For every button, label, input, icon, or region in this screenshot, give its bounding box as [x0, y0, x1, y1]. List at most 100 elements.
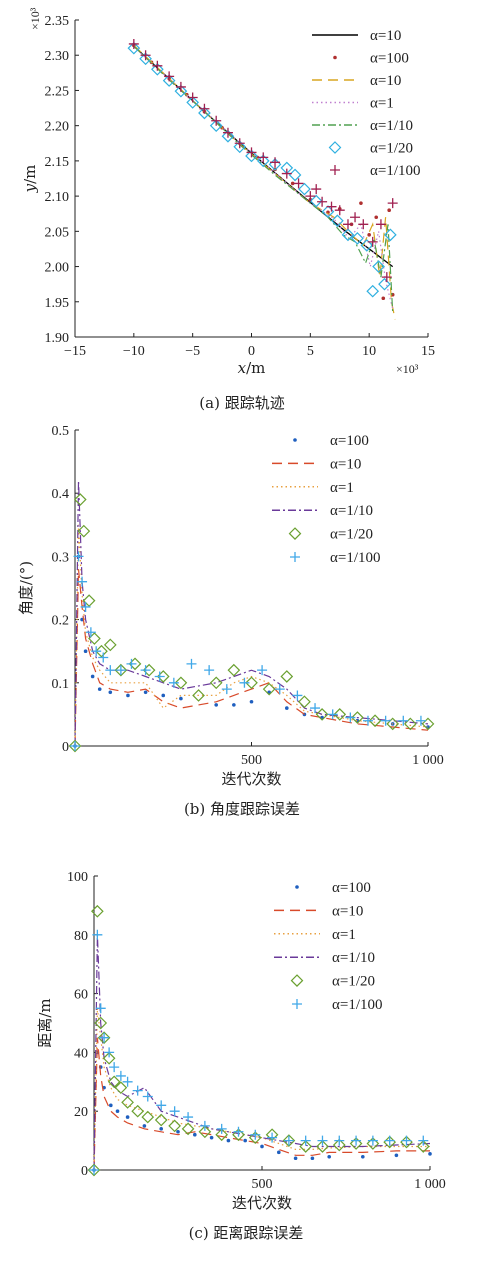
- y-tick-label: 0: [62, 740, 69, 755]
- y-axis-label: 距离/m: [36, 998, 54, 1047]
- legend-label: α=1/20: [330, 527, 373, 543]
- data-point: [126, 658, 137, 669]
- legend-label: α=1/20: [332, 974, 375, 990]
- data-point: [260, 1144, 264, 1149]
- data-point: [277, 1150, 281, 1155]
- y-tick-label: 0.1: [52, 677, 70, 692]
- data-point: [372, 260, 385, 273]
- series-line: [93, 934, 431, 1171]
- data-point: [381, 272, 392, 283]
- data-point: [70, 741, 80, 751]
- data-point: [367, 233, 371, 237]
- data-point: [97, 687, 102, 691]
- y-tick-label: 0.2: [52, 614, 70, 629]
- legend-label: α=100: [332, 880, 371, 896]
- data-point: [114, 1081, 128, 1095]
- data-point: [91, 646, 102, 657]
- data-point: [95, 1003, 106, 1014]
- data-point: [293, 1156, 298, 1161]
- data-point: [331, 214, 344, 228]
- data-point: [209, 1135, 214, 1140]
- x-tick-label: −15: [64, 344, 86, 359]
- data-point: [95, 644, 108, 658]
- y-tick-label: 0.5: [52, 424, 70, 439]
- data-point: [281, 168, 292, 179]
- series-0: [133, 45, 394, 268]
- data-point: [367, 236, 378, 247]
- y-tick-label: 60: [74, 988, 88, 1003]
- data-point: [209, 119, 223, 133]
- legend-sample: [290, 974, 304, 987]
- data-point: [367, 1135, 378, 1146]
- data-point: [234, 138, 245, 149]
- data-point: [299, 1140, 313, 1153]
- data-point: [199, 103, 210, 114]
- data-point: [380, 715, 391, 726]
- series-4: [87, 904, 430, 1177]
- x-tick-label: 0: [248, 344, 255, 359]
- y-tick-label: 1.90: [45, 331, 70, 346]
- data-point: [104, 1047, 115, 1058]
- series-6: [128, 38, 398, 283]
- legend-sample: [330, 165, 340, 175]
- legend-label: α=1/20: [370, 141, 413, 157]
- data-point: [290, 181, 295, 186]
- data-point: [215, 1128, 229, 1142]
- data-point: [128, 38, 139, 49]
- data-point: [401, 1135, 412, 1146]
- series-4: [68, 493, 435, 753]
- data-point: [374, 215, 379, 220]
- x-multiplier: ×10³: [396, 362, 419, 376]
- y-tick-label: 2.35: [45, 14, 70, 29]
- x-tick-label: 1 000: [414, 1177, 446, 1192]
- data-point: [326, 201, 337, 212]
- data-point: [187, 92, 198, 103]
- data-point: [350, 212, 361, 223]
- legend-label: α=10: [332, 903, 363, 919]
- data-point: [421, 717, 435, 731]
- data-point: [368, 714, 382, 728]
- data-point: [91, 904, 104, 918]
- series-5: [127, 41, 397, 298]
- data-point: [94, 1016, 108, 1030]
- chart-2: 0 20 40 60 80 100 500 1 000 迭代次数 距离/m (c) 距离跟踪误差 α=…: [36, 870, 446, 1242]
- series-0: [73, 554, 430, 748]
- data-point: [282, 1134, 296, 1147]
- data-point: [85, 627, 96, 638]
- data-point: [97, 1031, 111, 1045]
- data-point: [142, 1091, 153, 1102]
- chart-1: 0 0.1 0.2 0.3 0.4 0.5 500 1 000 迭代次数 角度/(°) (b) 角度…: [17, 424, 444, 818]
- data-point: [154, 671, 165, 682]
- data-point: [89, 1165, 99, 1175]
- data-point: [68, 739, 82, 753]
- data-point: [109, 1103, 113, 1108]
- data-point: [214, 703, 218, 707]
- data-point: [80, 601, 91, 612]
- data-point: [92, 929, 103, 940]
- legend-label: α=100: [330, 433, 369, 449]
- x-tick-label: 500: [241, 753, 262, 768]
- data-point: [292, 690, 303, 701]
- data-point: [333, 708, 347, 721]
- data-point: [300, 1135, 311, 1146]
- series-0: [92, 1050, 432, 1172]
- legend-label: α=1/100: [330, 550, 381, 566]
- data-point: [243, 1138, 247, 1143]
- data-point: [176, 1129, 180, 1134]
- data-point: [232, 703, 236, 707]
- data-point: [317, 196, 328, 207]
- data-point: [122, 1076, 133, 1087]
- data-point: [381, 296, 386, 301]
- data-point: [115, 665, 126, 676]
- chart-caption: (c) 距离跟踪误差: [189, 1224, 304, 1242]
- y-tick-label: 2.30: [45, 49, 70, 64]
- series-line: [133, 46, 394, 309]
- y-multiplier: ×10³: [28, 7, 42, 30]
- data-point: [227, 663, 241, 677]
- data-point: [360, 239, 374, 252]
- data-point: [204, 665, 215, 676]
- data-point: [387, 208, 391, 212]
- legend: α=100 α=10 α=1 α=1/10 α=1/20 α=1/100: [274, 880, 383, 1013]
- data-point: [327, 709, 338, 720]
